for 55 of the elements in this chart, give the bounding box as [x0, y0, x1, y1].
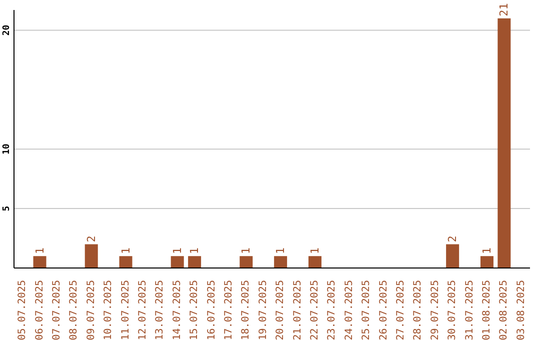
x-tick-label: 20.07.2025: [275, 280, 286, 340]
data-label: 1: [308, 247, 322, 254]
x-tick-label: 24.07.2025: [344, 280, 355, 340]
x-tick-label: 23.07.2025: [326, 280, 338, 340]
data-label: 1: [480, 247, 494, 254]
data-label: 1: [33, 247, 46, 254]
x-tick-label: 18.07.2025: [240, 280, 252, 340]
bar: [446, 244, 460, 268]
x-tick-label: 31.07.2025: [464, 280, 476, 340]
x-tick-label: 01.08.2025: [482, 280, 492, 340]
data-label: 1: [119, 247, 132, 254]
x-tick-label: 26.07.2025: [378, 280, 390, 340]
x-tick-label: 03.08.2025: [516, 280, 527, 340]
x-tick-label: 10.07.2025: [103, 280, 114, 340]
bar: [240, 256, 253, 268]
x-tick-label: 27.07.2025: [396, 280, 406, 340]
x-tick-label: 29.07.2025: [430, 280, 441, 340]
bar: [308, 256, 322, 268]
bar: [498, 18, 511, 268]
x-tick-label: 09.07.2025: [86, 280, 97, 340]
data-label: 1: [240, 247, 253, 254]
x-tick-label: 12.07.2025: [138, 280, 148, 340]
bar: [119, 256, 132, 268]
x-tick-label: 06.07.2025: [34, 280, 46, 340]
x-tick-label: 08.07.2025: [68, 280, 80, 340]
bar: [84, 244, 98, 268]
data-label: 2: [446, 236, 460, 242]
bar: [33, 256, 46, 268]
x-tick-label: 25.07.2025: [361, 280, 372, 340]
data-label: 2: [84, 236, 98, 242]
bar: [480, 256, 494, 268]
y-tick-label: 20: [2, 24, 12, 36]
x-tick-label: 02.08.2025: [498, 280, 510, 340]
x-tick-label: 22.07.2025: [310, 280, 320, 340]
x-tick-label: 15.07.2025: [189, 280, 200, 340]
x-tick-label: 17.07.2025: [224, 280, 234, 340]
bar: [274, 256, 288, 268]
x-tick-label: 16.07.2025: [206, 280, 218, 340]
x-tick-label: 11.07.2025: [120, 280, 132, 340]
y-tick-label: 10: [2, 144, 12, 155]
x-tick-label: 07.07.2025: [52, 280, 62, 340]
x-tick-label: 21.07.2025: [292, 280, 304, 340]
data-label: 1: [170, 247, 184, 254]
x-tick-label: 30.07.2025: [447, 280, 458, 340]
bar: [188, 256, 202, 268]
data-label: 1: [274, 247, 288, 254]
x-tick-label: 14.07.2025: [172, 280, 183, 340]
bar: [170, 256, 184, 268]
y-tick-label: 5: [2, 206, 12, 212]
x-tick-label: 13.07.2025: [154, 280, 166, 340]
x-tick-label: 28.07.2025: [412, 280, 424, 340]
x-tick-label: 19.07.2025: [258, 280, 269, 340]
x-tick-label: 05.07.2025: [17, 280, 28, 340]
data-label: 21: [498, 3, 511, 16]
data-label: 1: [188, 247, 202, 254]
